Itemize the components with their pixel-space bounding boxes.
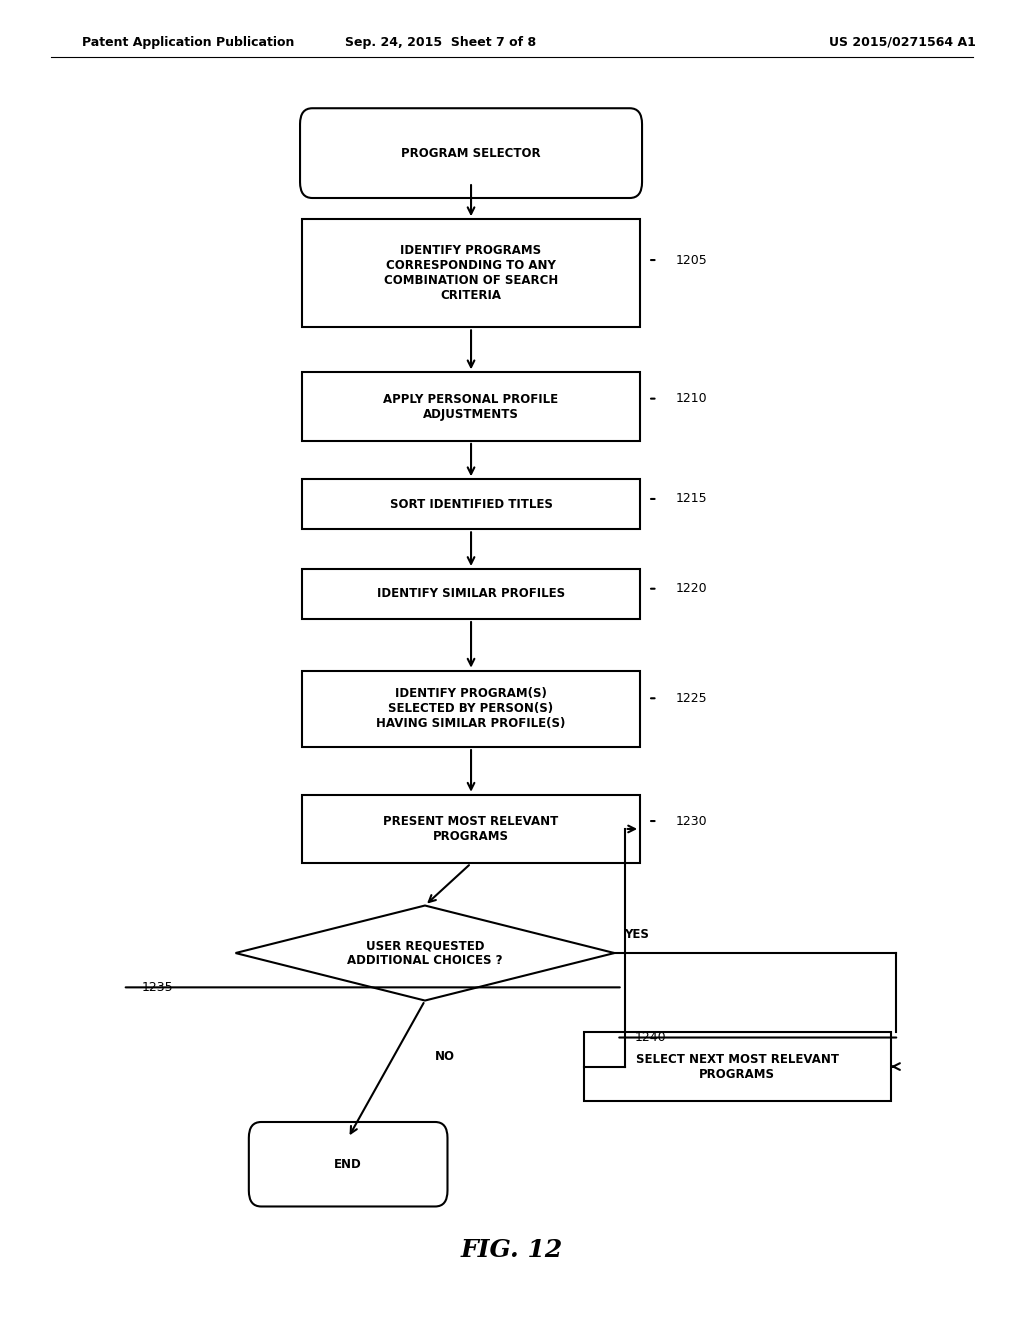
Text: 1240: 1240 <box>635 1031 667 1044</box>
Text: 1210: 1210 <box>676 392 708 405</box>
Text: FIG. 12: FIG. 12 <box>461 1238 563 1262</box>
FancyBboxPatch shape <box>249 1122 447 1206</box>
Text: Patent Application Publication: Patent Application Publication <box>82 36 294 49</box>
Text: 1215: 1215 <box>676 492 708 506</box>
Bar <box>302 671 640 747</box>
Text: 1225: 1225 <box>676 692 708 705</box>
Text: PROGRAM SELECTOR: PROGRAM SELECTOR <box>401 147 541 160</box>
Bar <box>302 569 640 619</box>
Text: APPLY PERSONAL PROFILE
ADJUSTMENTS: APPLY PERSONAL PROFILE ADJUSTMENTS <box>383 392 559 421</box>
Bar <box>584 1032 891 1101</box>
Text: 1235: 1235 <box>141 981 173 994</box>
Text: IDENTIFY SIMILAR PROFILES: IDENTIFY SIMILAR PROFILES <box>377 587 565 601</box>
Bar <box>302 372 640 441</box>
Text: YES: YES <box>625 928 649 941</box>
Text: NO: NO <box>435 1049 456 1063</box>
Bar <box>302 795 640 863</box>
Text: SELECT NEXT MOST RELEVANT
PROGRAMS: SELECT NEXT MOST RELEVANT PROGRAMS <box>636 1052 839 1081</box>
Text: END: END <box>334 1158 362 1171</box>
Bar <box>302 479 640 529</box>
Text: USER REQUESTED
ADDITIONAL CHOICES ?: USER REQUESTED ADDITIONAL CHOICES ? <box>347 939 503 968</box>
Text: 1230: 1230 <box>676 814 708 828</box>
Text: IDENTIFY PROGRAM(S)
SELECTED BY PERSON(S)
HAVING SIMILAR PROFILE(S): IDENTIFY PROGRAM(S) SELECTED BY PERSON(S… <box>377 688 565 730</box>
Text: SORT IDENTIFIED TITLES: SORT IDENTIFIED TITLES <box>389 498 553 511</box>
Text: US 2015/0271564 A1: US 2015/0271564 A1 <box>829 36 976 49</box>
Text: Sep. 24, 2015  Sheet 7 of 8: Sep. 24, 2015 Sheet 7 of 8 <box>345 36 536 49</box>
Bar <box>302 219 640 327</box>
Text: PRESENT MOST RELEVANT
PROGRAMS: PRESENT MOST RELEVANT PROGRAMS <box>383 814 559 843</box>
Text: IDENTIFY PROGRAMS
CORRESPONDING TO ANY
COMBINATION OF SEARCH
CRITERIA: IDENTIFY PROGRAMS CORRESPONDING TO ANY C… <box>384 244 558 302</box>
Text: 1205: 1205 <box>676 253 708 267</box>
Polygon shape <box>236 906 614 1001</box>
Text: 1220: 1220 <box>676 582 708 595</box>
FancyBboxPatch shape <box>300 108 642 198</box>
